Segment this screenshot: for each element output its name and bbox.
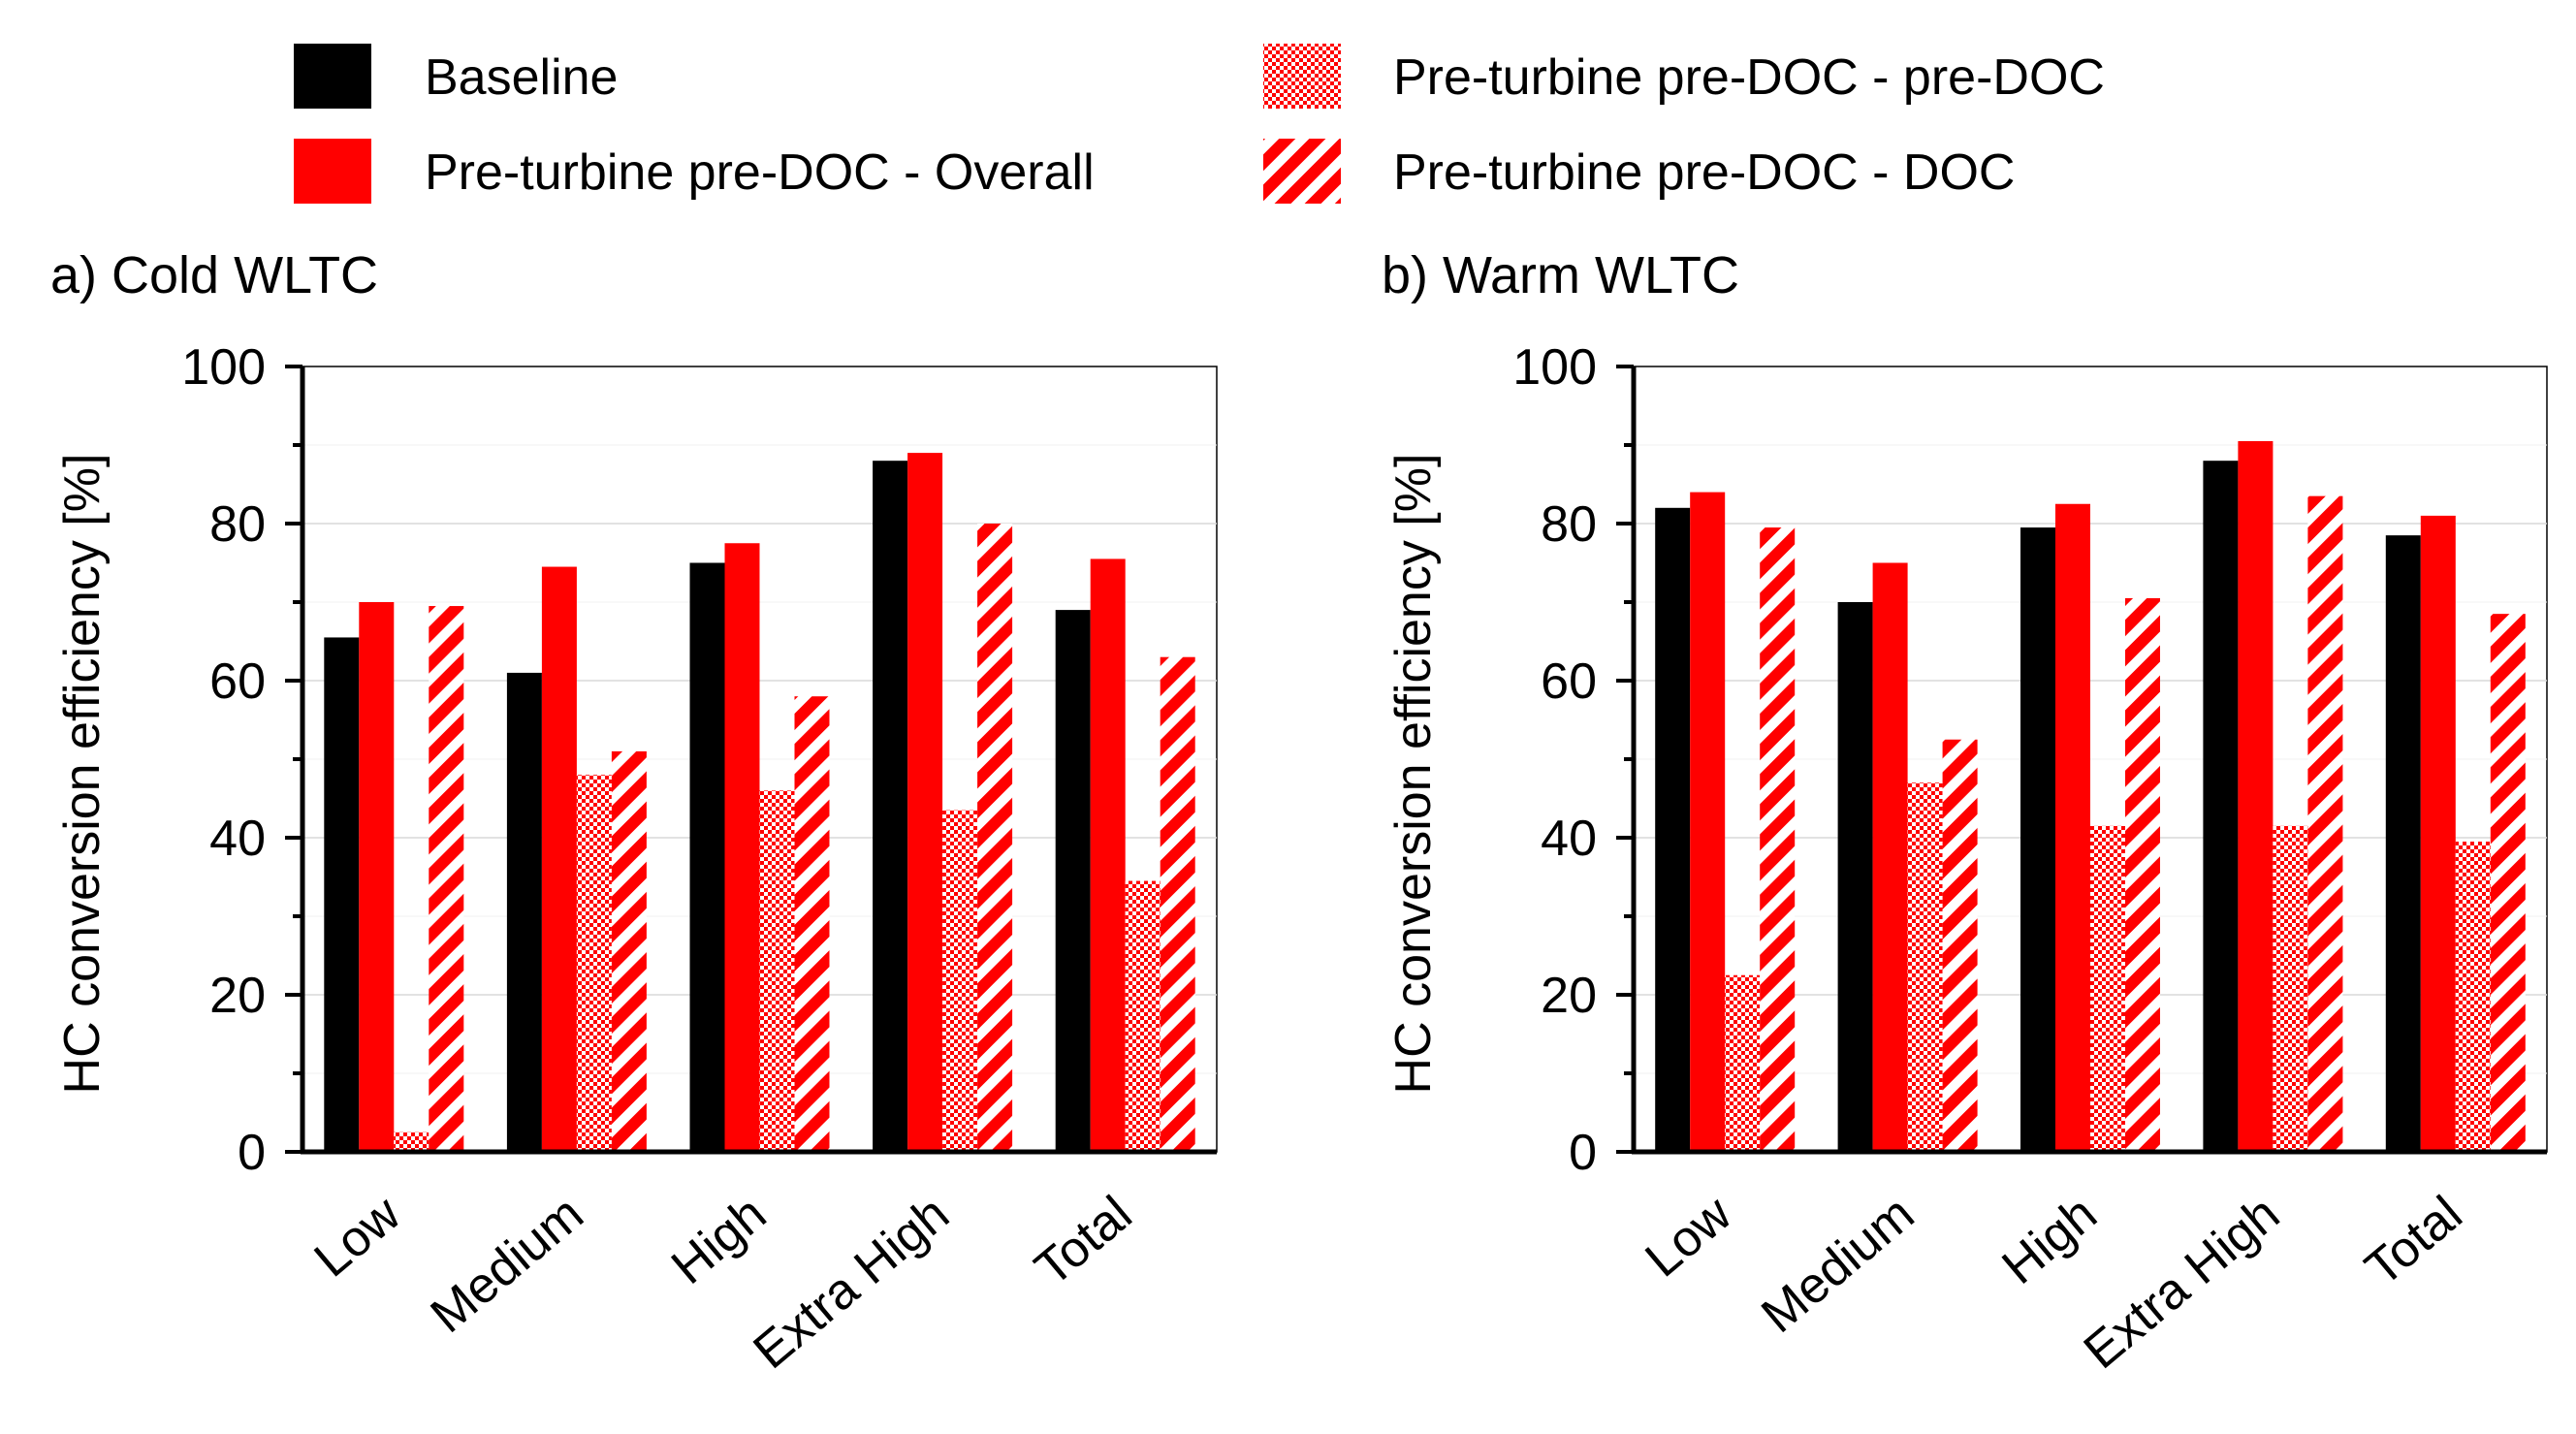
panel-title-warm: b) Warm WLTC	[1382, 246, 1739, 304]
bar-pre-doc	[1125, 880, 1161, 1152]
bar-pre-doc	[1907, 782, 1943, 1152]
y-tick-label: 20	[209, 968, 266, 1024]
x-tick-label: Total	[2355, 1186, 2472, 1297]
x-tick-label: High	[661, 1186, 777, 1295]
legend: Baseline Pre-turbine pre-DOC - Overall P…	[294, 44, 2105, 204]
bar-baseline	[1655, 507, 1691, 1152]
y-tick-label: 0	[238, 1125, 266, 1181]
bar-baseline	[1055, 610, 1091, 1152]
legend-label-doc: Pre-turbine pre-DOC - DOC	[1393, 144, 2015, 201]
y-tick-label: 60	[1541, 653, 1597, 710]
bar-doc	[2125, 597, 2160, 1152]
y-tick-label: 40	[1541, 811, 1597, 867]
bar-doc	[1760, 527, 1796, 1152]
x-tick-label: Total	[1025, 1186, 1142, 1297]
x-tick-label: Medium	[421, 1186, 594, 1344]
x-tick-label: Extra High	[2074, 1186, 2290, 1380]
y-tick-label: 100	[1512, 339, 1597, 396]
legend-item-pre-doc: Pre-turbine pre-DOC - pre-DOC	[1263, 44, 2105, 109]
bar-overall	[2238, 440, 2274, 1152]
bar-overall	[2055, 503, 2090, 1152]
y-tick-label: 20	[1541, 968, 1597, 1024]
bar-baseline	[2020, 527, 2055, 1152]
y-tick-label: 60	[209, 653, 266, 710]
y-tick-label: 40	[209, 811, 266, 867]
bar-overall	[359, 602, 395, 1152]
y-tick-label: 100	[181, 339, 266, 396]
legend-label-baseline: Baseline	[425, 49, 618, 106]
bar-doc	[977, 524, 1013, 1152]
legend-swatch-overall	[294, 139, 371, 204]
bar-pre-doc	[576, 775, 612, 1152]
y-tick-label: 0	[1569, 1125, 1597, 1181]
bar-baseline	[873, 461, 908, 1152]
bar-doc	[1942, 739, 1978, 1152]
bar-pre-doc	[2273, 825, 2308, 1152]
bar-doc	[2307, 495, 2343, 1152]
bar-pre-doc	[942, 810, 978, 1152]
bar-doc	[794, 696, 830, 1152]
bar-doc	[2490, 614, 2526, 1152]
x-tick-label: Medium	[1751, 1186, 1924, 1344]
legend-swatch-doc	[1263, 139, 1341, 204]
legend-label-overall: Pre-turbine pre-DOC - Overall	[425, 144, 1095, 201]
bar-pre-doc	[759, 790, 795, 1152]
bar-pre-doc	[394, 1131, 429, 1152]
bar-overall	[2420, 515, 2456, 1152]
legend-item-baseline: Baseline	[294, 44, 618, 109]
bar-overall	[1872, 562, 1908, 1152]
y-tick-label: 80	[209, 496, 266, 553]
legend-swatch-baseline	[294, 44, 371, 109]
bar-pre-doc	[2455, 842, 2491, 1152]
legend-item-doc: Pre-turbine pre-DOC - DOC	[1263, 139, 2015, 204]
y-axis-label-warm: HC conversion efficiency [%]	[1385, 454, 1442, 1095]
panel-warm-wltc: b) Warm WLTC HC conversion efficiency [%…	[1382, 246, 2548, 1380]
y-axis-label-cold: HC conversion efficiency [%]	[54, 454, 111, 1095]
bar-pre-doc	[2090, 825, 2125, 1152]
bar-pre-doc	[1725, 974, 1761, 1152]
legend-item-overall: Pre-turbine pre-DOC - Overall	[294, 139, 1095, 204]
x-tick-label: Low	[304, 1185, 412, 1288]
bar-baseline	[506, 672, 542, 1152]
bar-baseline	[2203, 461, 2239, 1152]
bar-overall	[1090, 558, 1126, 1152]
bar-baseline	[1837, 602, 1873, 1152]
bar-overall	[1690, 492, 1726, 1153]
legend-label-pre-doc: Pre-turbine pre-DOC - pre-DOC	[1393, 49, 2105, 106]
bar-doc	[1160, 656, 1195, 1152]
legend-swatch-pre-doc	[1263, 44, 1341, 109]
panel-cold-wltc: a) Cold WLTC HC conversion efficiency [%…	[50, 246, 1218, 1380]
bar-overall	[907, 453, 943, 1153]
bar-overall	[724, 543, 760, 1152]
bar-doc	[429, 606, 464, 1152]
panel-title-cold: a) Cold WLTC	[50, 246, 378, 304]
x-tick-label: High	[1992, 1186, 2108, 1295]
y-tick-label: 80	[1541, 496, 1597, 553]
bar-doc	[611, 750, 647, 1152]
x-tick-label: Extra High	[744, 1186, 960, 1380]
bar-overall	[541, 566, 577, 1152]
bar-baseline	[324, 637, 360, 1152]
bar-baseline	[689, 562, 725, 1152]
x-tick-label: Low	[1636, 1185, 1743, 1288]
bar-baseline	[2385, 535, 2421, 1152]
